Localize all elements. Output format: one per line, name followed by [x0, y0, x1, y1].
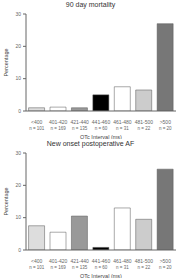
- svg-text:481-500: 481-500: [135, 119, 154, 125]
- svg-text:30: 30: [15, 150, 21, 156]
- svg-text:461-480: 461-480: [113, 258, 132, 264]
- svg-text:481-500: 481-500: [135, 258, 154, 264]
- svg-text:n = 31: n = 31: [116, 265, 129, 270]
- svg-text:<400: <400: [31, 119, 42, 125]
- svg-text:Percentage: Percentage: [8, 187, 9, 215]
- svg-text:n = 135: n = 135: [72, 126, 88, 131]
- svg-text:n = 22: n = 22: [138, 126, 151, 131]
- html-text:90 day mortality: 90 day mortality: [65, 1, 116, 8]
- svg-text:>500: >500: [160, 119, 171, 125]
- svg-text:10: 10: [15, 214, 21, 220]
- svg-text:441-460: 441-460: [92, 119, 111, 125]
- svg-text:20: 20: [15, 43, 21, 49]
- svg-text:n = 169: n = 169: [51, 265, 67, 270]
- svg-text:n = 22: n = 22: [138, 265, 151, 270]
- svg-text:n = 101: n = 101: [29, 126, 45, 131]
- svg-text:QTc Interval (ms): QTc Interval (ms): [80, 273, 122, 278]
- html-text:New onset postoperative AF: New onset postoperative AF: [46, 140, 135, 147]
- svg-text:421-440: 421-440: [70, 119, 89, 125]
- svg-text:n = 101: n = 101: [29, 265, 45, 270]
- svg-text:421-440: 421-440: [70, 258, 89, 264]
- svg-text:n = 60: n = 60: [95, 126, 108, 131]
- svg-text:<400: <400: [31, 258, 42, 264]
- svg-text:401-420: 401-420: [49, 119, 68, 125]
- svg-text:461-480: 461-480: [113, 119, 132, 125]
- svg-text:20: 20: [15, 182, 21, 188]
- svg-text:>500: >500: [160, 258, 171, 264]
- svg-text:Percentage: Percentage: [8, 48, 9, 76]
- svg-text:441-460: 441-460: [92, 258, 111, 264]
- svg-text:0: 0: [18, 108, 21, 114]
- svg-text:401-420: 401-420: [49, 258, 68, 264]
- svg-text:n = 20: n = 20: [159, 265, 172, 270]
- svg-text:n = 20: n = 20: [159, 126, 172, 131]
- svg-text:0: 0: [18, 247, 21, 253]
- svg-text:n = 60: n = 60: [95, 265, 108, 270]
- svg-text:n = 169: n = 169: [51, 126, 67, 131]
- svg-text:n = 135: n = 135: [72, 265, 88, 270]
- svg-text:QTc Interval (ms): QTc Interval (ms): [80, 134, 122, 139]
- svg-text:30: 30: [15, 11, 21, 17]
- svg-text:n = 31: n = 31: [116, 126, 129, 131]
- svg-text:10: 10: [15, 75, 21, 81]
